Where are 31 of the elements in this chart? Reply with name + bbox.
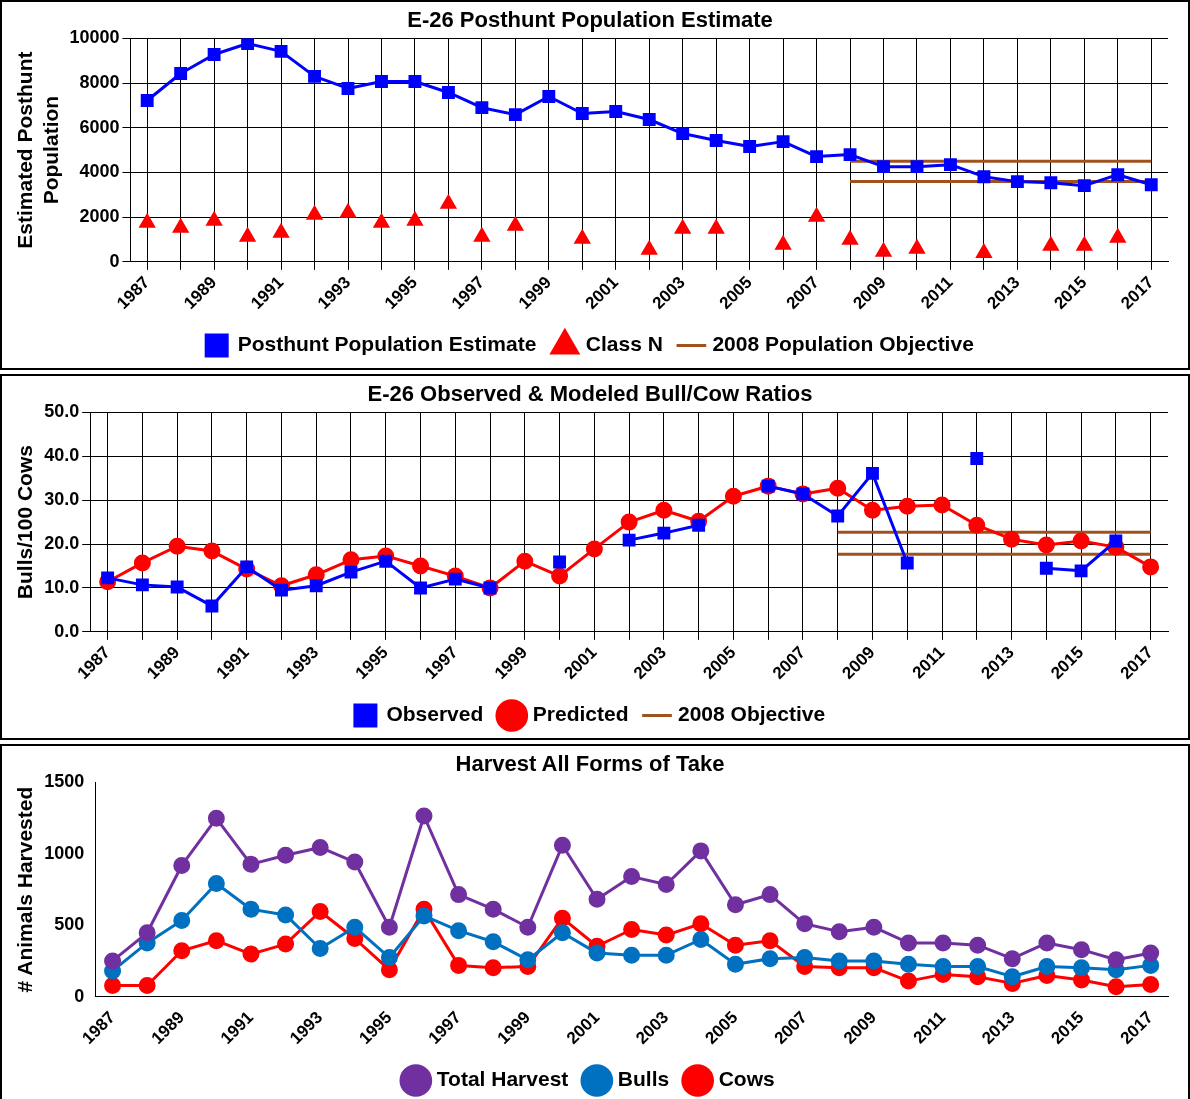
y-axis-title: # Animals Harvested (13, 786, 37, 993)
chart-title: Harvest All Forms of Take (455, 751, 725, 777)
legend-label: Total Harvest (436, 1067, 569, 1091)
legend-label: Observed (386, 702, 484, 726)
legend-label: Posthunt Population Estimate (237, 332, 537, 356)
legend-label: Class N (585, 332, 663, 356)
chart-title: E-26 Posthunt Population Estimate (407, 7, 773, 33)
y-tick-label: 10000 (69, 27, 120, 48)
y-axis-title: Bulls/100 Cows (13, 445, 37, 600)
y-tick-label: 0 (74, 985, 85, 1006)
y-tick-label: 1500 (44, 771, 85, 792)
y-tick-label: 1000 (44, 842, 85, 863)
y-tick-label: 4000 (79, 161, 120, 182)
legend-label: Bulls (617, 1067, 670, 1091)
y-tick-label: 500 (54, 914, 85, 935)
y-tick-label: 30.0 (44, 489, 80, 510)
y-tick-label: 0 (109, 250, 120, 271)
legend-label: 2008 Objective (677, 702, 826, 726)
y-tick-label: 6000 (79, 116, 120, 137)
y-tick-label: 10.0 (44, 576, 80, 597)
y-tick-label: 0.0 (54, 620, 80, 641)
y-axis-title: Estimated Posthunt Population (13, 51, 62, 249)
chart-title: E-26 Observed & Modeled Bull/Cow Ratios (367, 381, 813, 407)
y-tick-label: 8000 (79, 72, 120, 93)
legend-label: Predicted (532, 702, 629, 726)
legend-label: Cows (718, 1067, 775, 1091)
y-tick-label: 20.0 (44, 533, 80, 554)
y-tick-label: 40.0 (44, 445, 80, 466)
y-tick-label: 2000 (79, 206, 120, 227)
y-tick-label: 50.0 (44, 401, 80, 422)
legend-label: 2008 Population Objective (712, 332, 974, 356)
